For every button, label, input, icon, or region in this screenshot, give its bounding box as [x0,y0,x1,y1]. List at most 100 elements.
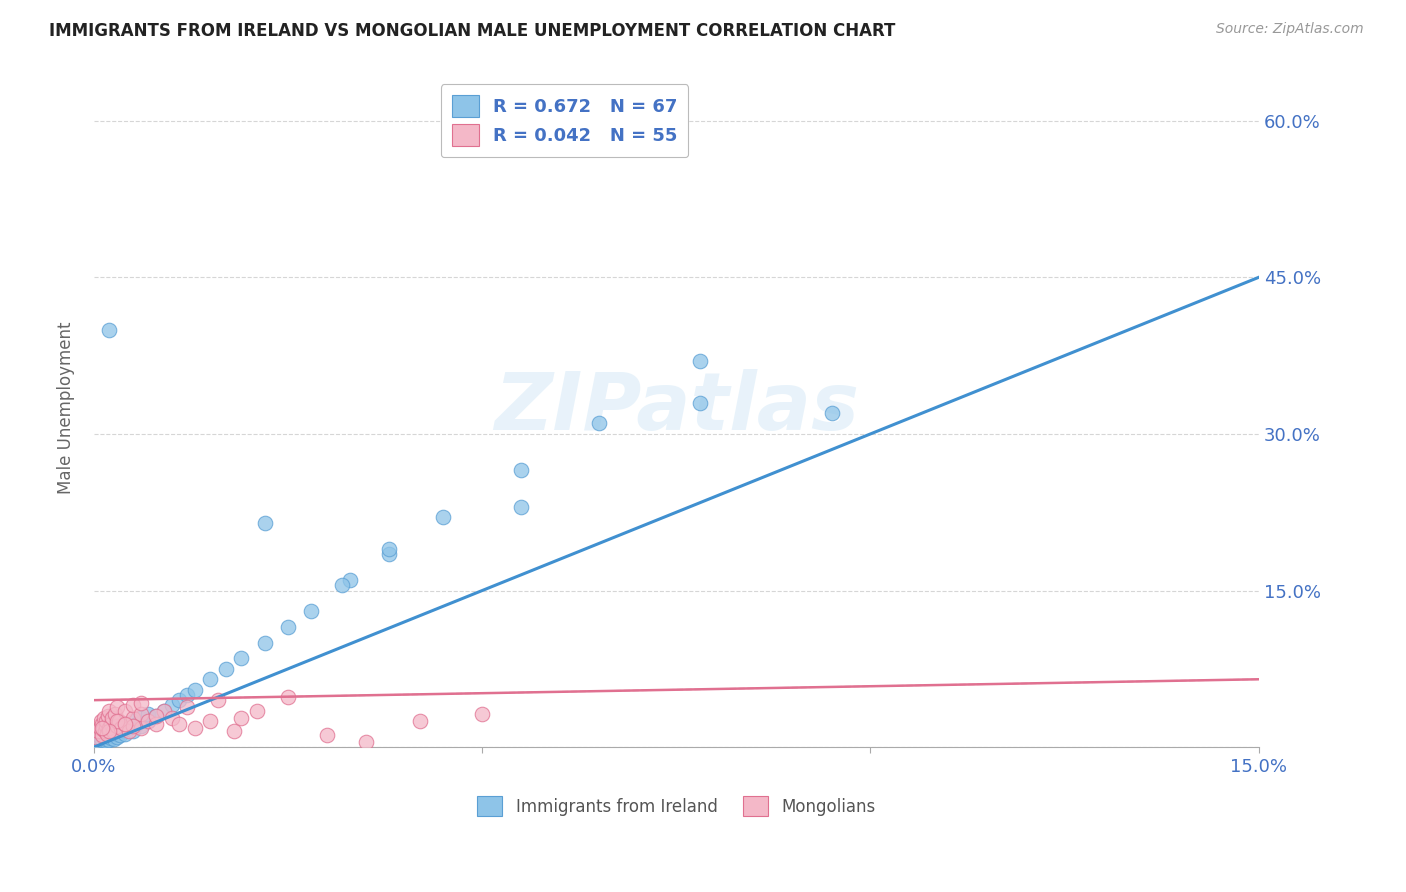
Point [114,717,136,731]
Point [98,726,121,740]
Point [471,706,494,721]
Point [432,510,454,524]
Point [378,541,401,556]
Point [101,729,124,743]
Point [114,704,136,718]
Point [97,730,120,744]
Point [118,719,141,733]
Point [129,722,152,736]
Point [94,734,117,748]
Point [145,708,167,723]
Point [277,690,299,704]
Point [200,673,222,687]
Point [125,717,148,731]
Point [97,723,120,738]
Point [84,730,107,744]
Point [108,728,131,742]
Point [98,732,121,747]
Point [104,726,127,740]
Point [121,719,143,733]
Point [253,516,276,530]
Point [136,706,159,721]
Point [129,719,152,733]
Point [91,724,114,739]
Point [87,724,110,739]
Point [121,724,143,739]
Point [689,354,711,368]
Point [87,735,110,749]
Point [90,717,112,731]
Point [90,722,112,736]
Point [299,604,322,618]
Point [176,688,198,702]
Point [93,711,115,725]
Point [689,395,711,409]
Point [96,726,118,740]
Point [169,717,191,731]
Text: Source: ZipAtlas.com: Source: ZipAtlas.com [1216,22,1364,37]
Point [96,725,118,739]
Point [136,714,159,728]
Point [98,704,121,718]
Y-axis label: Male Unemployment: Male Unemployment [58,322,75,494]
Point [90,728,112,742]
Point [207,693,229,707]
Point [332,578,354,592]
Point [129,711,152,725]
Point [100,717,122,731]
Text: ZIPatlas: ZIPatlas [494,368,859,447]
Point [160,698,183,713]
Point [89,722,111,736]
Point [121,698,143,713]
Point [378,547,401,561]
Point [820,406,842,420]
Point [153,704,176,718]
Point [145,708,167,723]
Point [94,719,117,733]
Point [114,717,136,731]
Point [136,714,159,728]
Point [94,724,117,739]
Point [129,696,152,710]
Point [176,700,198,714]
Point [103,731,125,746]
Point [107,714,129,728]
Point [90,714,112,728]
Point [114,726,136,740]
Point [129,706,152,721]
Point [98,724,121,739]
Point [222,724,245,739]
Legend: Immigrants from Ireland, Mongolians: Immigrants from Ireland, Mongolians [471,789,882,823]
Point [105,723,128,737]
Point [246,704,269,718]
Point [510,500,533,514]
Point [409,714,432,728]
Point [91,723,114,737]
Point [100,731,122,745]
Point [96,714,118,728]
Point [160,711,183,725]
Point [354,735,377,749]
Point [87,719,110,733]
Point [510,463,533,477]
Point [98,722,121,736]
Point [121,711,143,725]
Point [215,662,238,676]
Point [90,728,112,742]
Point [105,700,128,714]
Point [253,636,276,650]
Point [121,714,143,728]
Text: IMMIGRANTS FROM IRELAND VS MONGOLIAN MALE UNEMPLOYMENT CORRELATION CHART: IMMIGRANTS FROM IRELAND VS MONGOLIAN MAL… [49,22,896,40]
Point [94,726,117,740]
Point [118,724,141,739]
Point [184,722,207,736]
Point [97,728,120,742]
Point [169,693,191,707]
Point [105,719,128,733]
Point [105,714,128,728]
Point [96,731,118,746]
Point [89,730,111,744]
Point [104,720,127,734]
Point [94,729,117,743]
Point [101,723,124,738]
